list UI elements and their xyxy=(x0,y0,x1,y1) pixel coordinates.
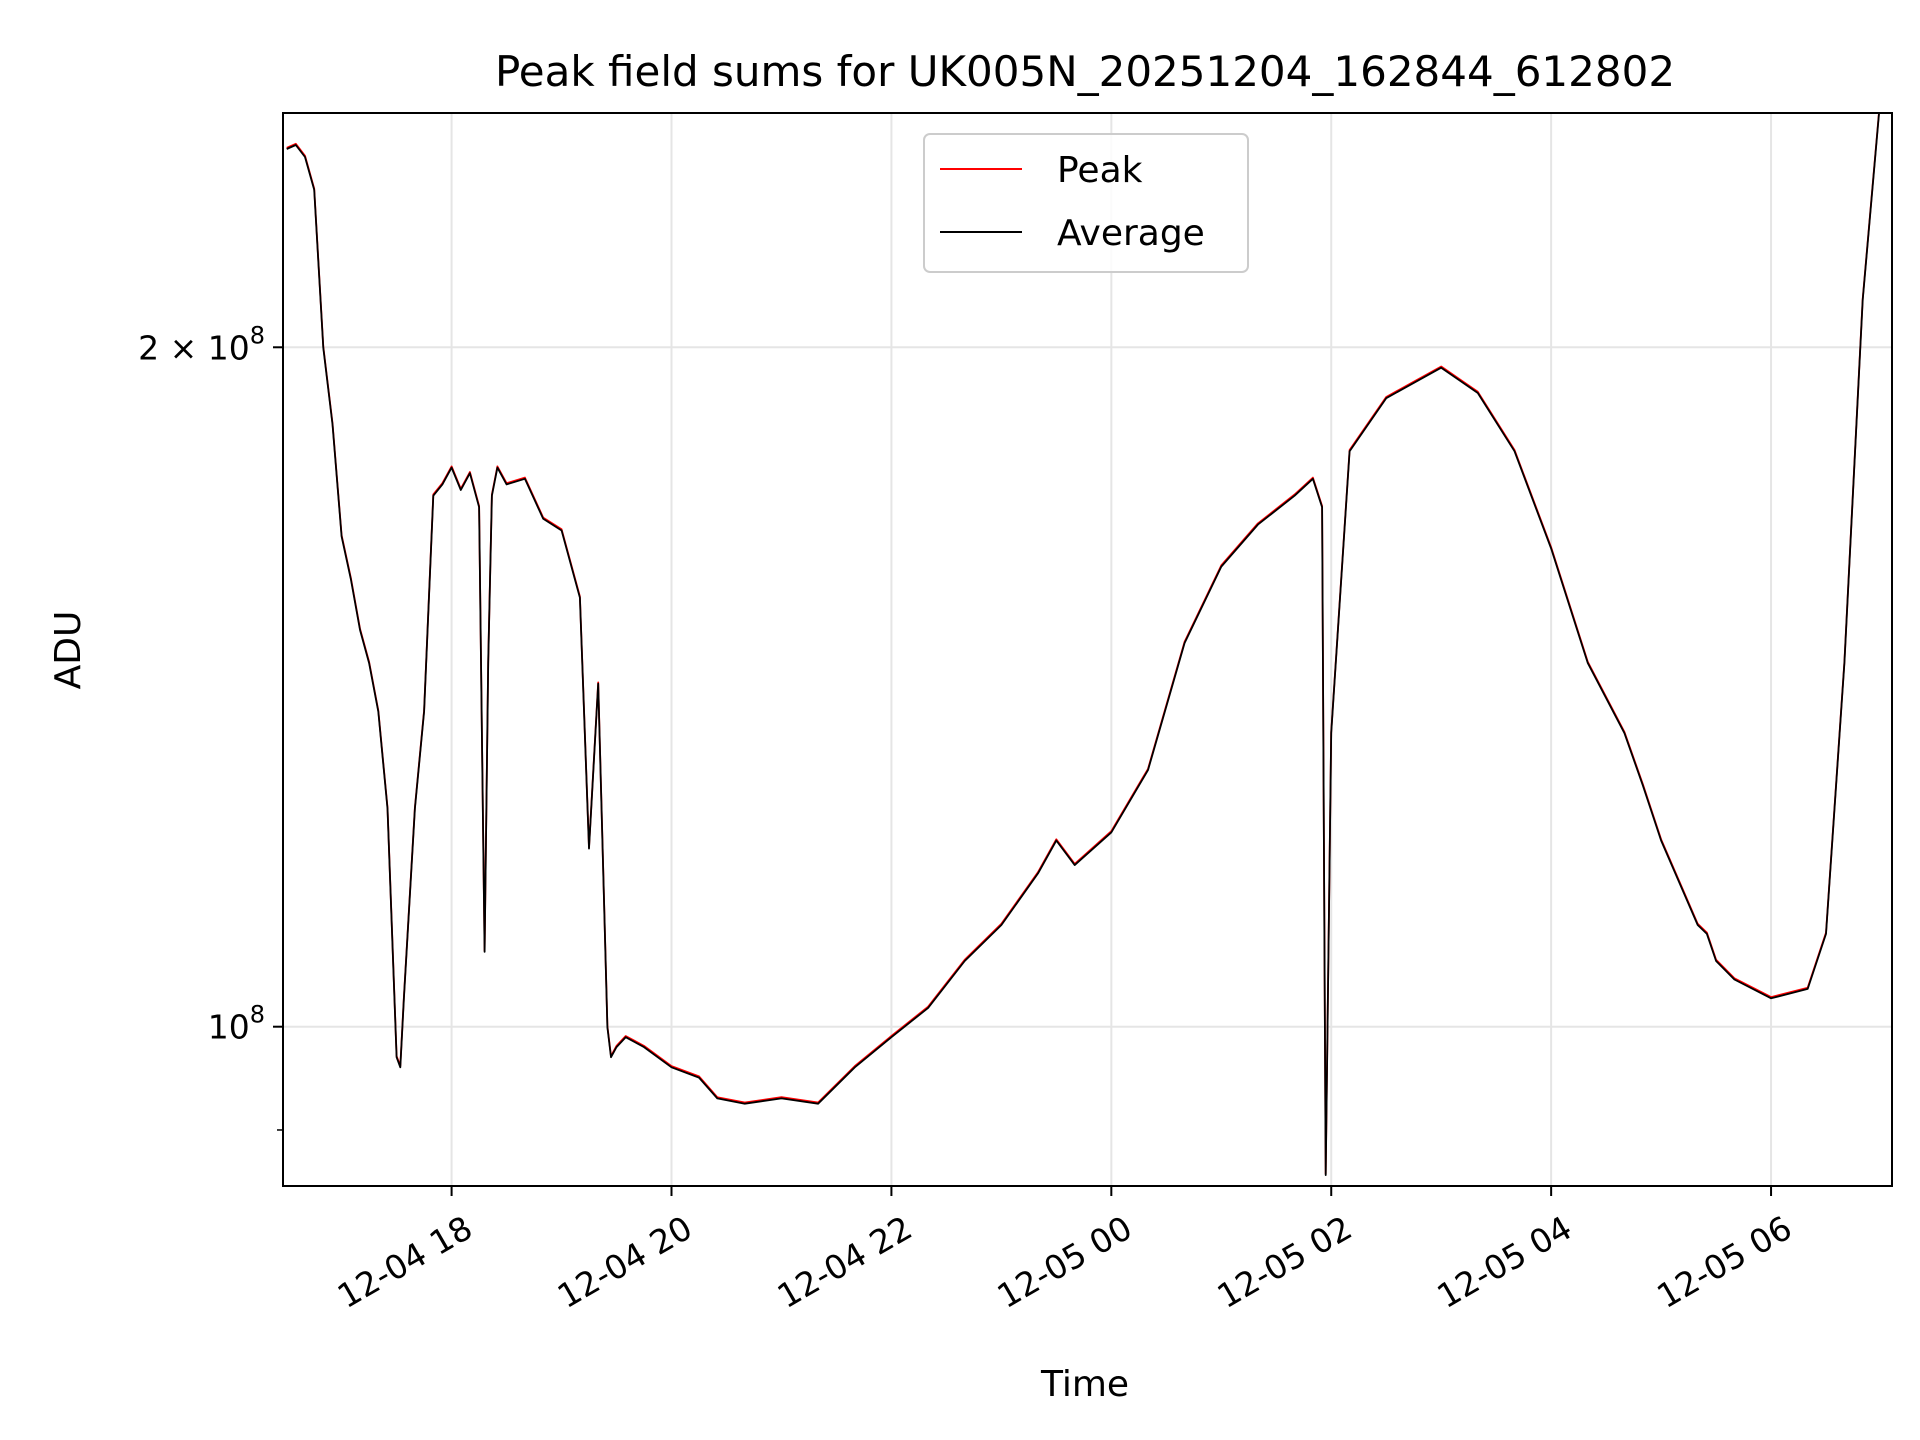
legend-label-average: Average xyxy=(1057,213,1205,254)
chart-title: Peak field sums for UK005N_20251204_1628… xyxy=(495,47,1675,96)
y-tick-exponent: 8 xyxy=(250,1001,265,1029)
series-line-average xyxy=(286,113,1880,1176)
y-tick-label: 108 xyxy=(208,1001,265,1047)
plot-frame xyxy=(282,112,1893,1187)
y-axis-label: ADU xyxy=(48,611,89,690)
plot-background xyxy=(283,113,1892,1186)
y-tick-mantissa: 2 × xyxy=(138,328,208,367)
grid xyxy=(283,113,1892,1186)
legend-label-peak: Peak xyxy=(1057,150,1143,191)
y-tick-base: 10 xyxy=(208,328,250,367)
y-tick-exponent: 8 xyxy=(250,321,265,349)
series-layer xyxy=(286,113,1880,1176)
y-tick-label: 2 × 108 xyxy=(138,321,265,367)
legend: Peak Average xyxy=(923,133,1249,273)
plot-area xyxy=(282,112,1893,1187)
x-axis-label: Time xyxy=(1040,1364,1129,1405)
y-tick-base: 10 xyxy=(208,1008,250,1047)
